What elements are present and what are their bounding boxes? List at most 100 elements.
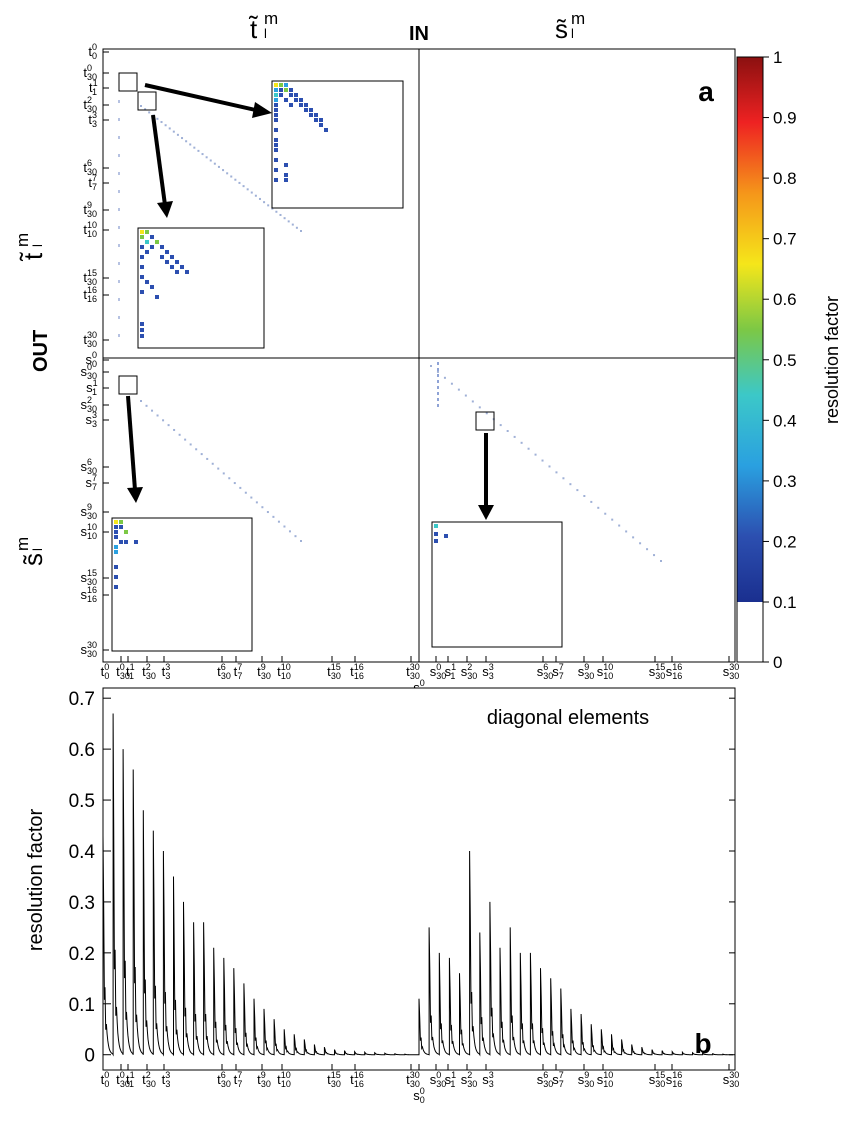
x-tick-s-label-7: s9 30	[578, 1070, 595, 1089]
inset-pixel	[274, 98, 278, 102]
sparse-dot	[200, 453, 203, 456]
sparse-dot	[548, 465, 551, 468]
matrix-y-tick-label-s-7: s9 30	[80, 502, 97, 521]
inset-pixel	[165, 250, 169, 254]
matrix-y-tick-label-t-4: t3 3	[88, 110, 97, 129]
inset-pixel	[294, 93, 298, 97]
sparse-dot	[300, 230, 302, 232]
sparse-dot	[118, 154, 120, 157]
sparse-dot	[211, 462, 214, 465]
sparse-dot	[118, 316, 120, 319]
sparse-dot	[437, 380, 439, 383]
sparse-dot	[450, 382, 453, 385]
sparse-dot	[639, 542, 642, 545]
inset-pixel	[124, 540, 128, 544]
matrix-x-tick-s-label-11: s30 30	[723, 662, 740, 681]
sparse-dot	[443, 376, 446, 379]
matrix-y-tick-label-s-2: s1 1	[86, 378, 98, 397]
y-tick-label-6: 0.6	[69, 740, 95, 761]
matrix-y-tick-label-t-7: t9 30	[83, 200, 97, 219]
x-tick-t-label-6: t7 7	[234, 1070, 243, 1089]
inset-pixel	[114, 565, 118, 569]
sparse-dot	[255, 501, 258, 504]
svg-text:t̃: t̃	[248, 14, 258, 44]
sparse-dot	[176, 133, 179, 136]
sparse-dot	[437, 398, 439, 401]
inset-pixel	[170, 265, 174, 269]
inset-pixel	[434, 524, 438, 528]
x-tick-s-label-4: s3 3	[482, 1070, 494, 1089]
sparse-dot	[144, 108, 147, 111]
x-tick-s-label-6: s7 7	[552, 1070, 564, 1089]
inset-pixel	[140, 328, 144, 332]
inset-pixel	[309, 113, 313, 117]
inset-pixel	[175, 260, 179, 264]
sparse-dot	[520, 441, 523, 444]
inset-pixel	[324, 128, 328, 132]
colorbar-ticks: 0 0.1 0.2 0.3 0.4 0.5 0.6 0.7 0.8 0.9 1	[763, 48, 797, 672]
row-header-t: t̃ l m	[13, 233, 48, 262]
inset-pixel	[155, 240, 159, 244]
sparse-dot	[234, 178, 237, 181]
y-tick-label-7: 0.7	[69, 689, 95, 710]
sparse-dot	[217, 165, 220, 168]
inset-pixel	[279, 88, 283, 92]
inset-pixel	[284, 98, 288, 102]
svg-text:m: m	[13, 537, 32, 551]
sparse-dot	[173, 428, 176, 431]
sparse-dot	[197, 149, 200, 152]
sparse-dot	[156, 117, 159, 120]
zoom-box-2	[137, 91, 157, 111]
sparse-dot	[653, 554, 656, 557]
matrix-x-tick-t-label-2: t1 1	[126, 662, 135, 681]
inset-pixel	[279, 93, 283, 97]
inset-pixel	[180, 265, 184, 269]
inset-pixel	[140, 322, 144, 326]
sparse-dot	[436, 370, 439, 373]
matrix-x-tick-t-label-9: t15 30	[327, 662, 341, 681]
inset-pixel	[150, 245, 154, 249]
col-header-t: t̃ l m	[248, 9, 278, 44]
diagonal-elements-panel: 0 0.1 0.2 0.3 0.4 0.5 0.6 0.7 resolution factor…	[25, 687, 739, 1105]
inset-pixel	[274, 178, 278, 182]
inset-pixel	[289, 93, 293, 97]
x-tick-t-label-3: t2 30	[142, 1070, 156, 1089]
inset-pixel	[274, 168, 278, 172]
y-tick-label-1: 0.1	[69, 995, 95, 1016]
matrix-y-tick-label-t-0: t0 0	[88, 42, 97, 61]
sparse-dot	[217, 467, 220, 470]
inset-pixel	[134, 540, 138, 544]
matrix-y-tick-label-s-10: s16 16	[80, 585, 97, 604]
sparse-dot	[478, 406, 481, 409]
sparse-dot	[437, 386, 439, 389]
matrix-y-tick-label-t-2: t1 1	[89, 78, 98, 97]
sparse-dot	[178, 433, 181, 436]
matrix-x-tick-t-label-5: t6 30	[217, 662, 231, 681]
inset-pixel	[140, 245, 144, 249]
sparse-dot	[294, 535, 297, 538]
inset-pixel	[119, 540, 123, 544]
sparse-dot	[534, 453, 537, 456]
sparse-dot	[611, 518, 614, 521]
in-label: IN	[409, 23, 429, 45]
sparse-dot	[172, 130, 175, 133]
sparse-dot	[646, 548, 649, 551]
matrix-y-tick-label-t-5: t6 30	[83, 158, 97, 177]
inset-pixel	[319, 123, 323, 127]
sparse-dot	[464, 394, 467, 397]
inset-pixel	[274, 118, 278, 122]
matrix-x-tick-t-label-0: t0 0	[101, 662, 110, 681]
colorbar-white-band	[737, 602, 763, 662]
sparse-dot	[541, 459, 544, 462]
inset-pixel	[124, 530, 128, 534]
sparse-dot	[597, 506, 600, 509]
inset-pixel	[145, 230, 149, 234]
sparse-dot	[230, 175, 233, 178]
sparse-dot	[562, 477, 565, 480]
sparse-dot	[267, 204, 270, 207]
arrows	[126, 83, 494, 520]
matrix-x-tick-s-label-3: s2 30	[461, 662, 478, 681]
sparse-dot	[160, 121, 163, 124]
zoom-box-3	[118, 375, 138, 395]
